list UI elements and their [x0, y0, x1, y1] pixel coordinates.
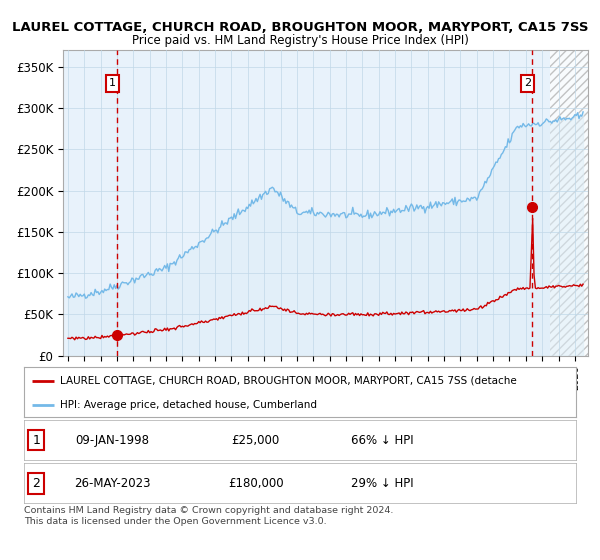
Text: Contains HM Land Registry data © Crown copyright and database right 2024.
This d: Contains HM Land Registry data © Crown c… — [24, 506, 394, 526]
Text: 1: 1 — [32, 433, 40, 447]
Text: £25,000: £25,000 — [232, 433, 280, 447]
Text: LAUREL COTTAGE, CHURCH ROAD, BROUGHTON MOOR, MARYPORT, CA15 7SS (detache: LAUREL COTTAGE, CHURCH ROAD, BROUGHTON M… — [60, 376, 517, 386]
Text: 2: 2 — [32, 477, 40, 490]
Text: 2: 2 — [524, 78, 531, 88]
Text: HPI: Average price, detached house, Cumberland: HPI: Average price, detached house, Cumb… — [60, 400, 317, 409]
Text: £180,000: £180,000 — [228, 477, 284, 490]
Text: 26-MAY-2023: 26-MAY-2023 — [74, 477, 151, 490]
Text: 66% ↓ HPI: 66% ↓ HPI — [352, 433, 414, 447]
Text: Price paid vs. HM Land Registry's House Price Index (HPI): Price paid vs. HM Land Registry's House … — [131, 34, 469, 46]
Text: LAUREL COTTAGE, CHURCH ROAD, BROUGHTON MOOR, MARYPORT, CA15 7SS: LAUREL COTTAGE, CHURCH ROAD, BROUGHTON M… — [12, 21, 588, 34]
Text: 29% ↓ HPI: 29% ↓ HPI — [352, 477, 414, 490]
Text: 1: 1 — [109, 78, 116, 88]
Text: 09-JAN-1998: 09-JAN-1998 — [76, 433, 149, 447]
